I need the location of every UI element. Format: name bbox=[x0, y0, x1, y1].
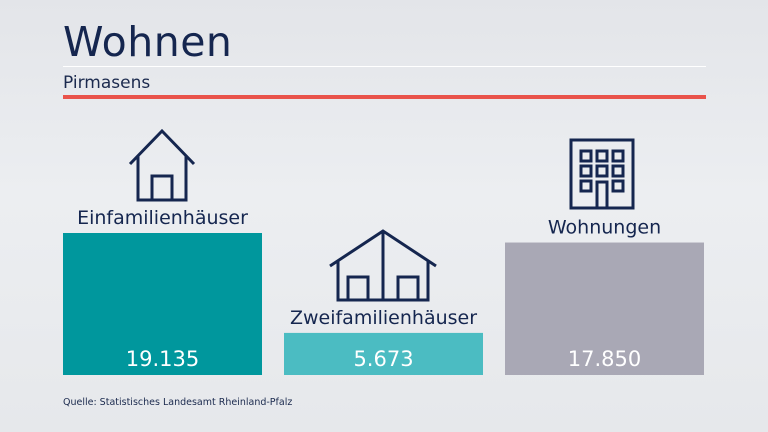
bar-value-label: 19.135 bbox=[126, 347, 199, 371]
bar-3 bbox=[505, 242, 704, 375]
bar-category-label: Einfamilienhäuser bbox=[77, 207, 248, 229]
bar-value-label: 17.850 bbox=[568, 347, 641, 371]
source-note: Quelle: Statistisches Landesamt Rheinlan… bbox=[63, 397, 293, 408]
double-house-icon bbox=[329, 229, 437, 302]
bar-category-label: Wohnungen bbox=[548, 217, 661, 239]
accent-divider bbox=[63, 95, 706, 99]
title-divider bbox=[63, 66, 706, 67]
bar-1 bbox=[63, 233, 262, 375]
page-subtitle: Pirmasens bbox=[63, 73, 151, 93]
bar-2 bbox=[284, 332, 483, 375]
bar-category-label: Zweifamilienhäuser bbox=[290, 307, 477, 329]
bar-value-label: 5.673 bbox=[353, 347, 413, 371]
apartment-building-icon bbox=[569, 138, 635, 210]
house-icon bbox=[128, 128, 196, 202]
page-title: Wohnen bbox=[63, 18, 233, 66]
